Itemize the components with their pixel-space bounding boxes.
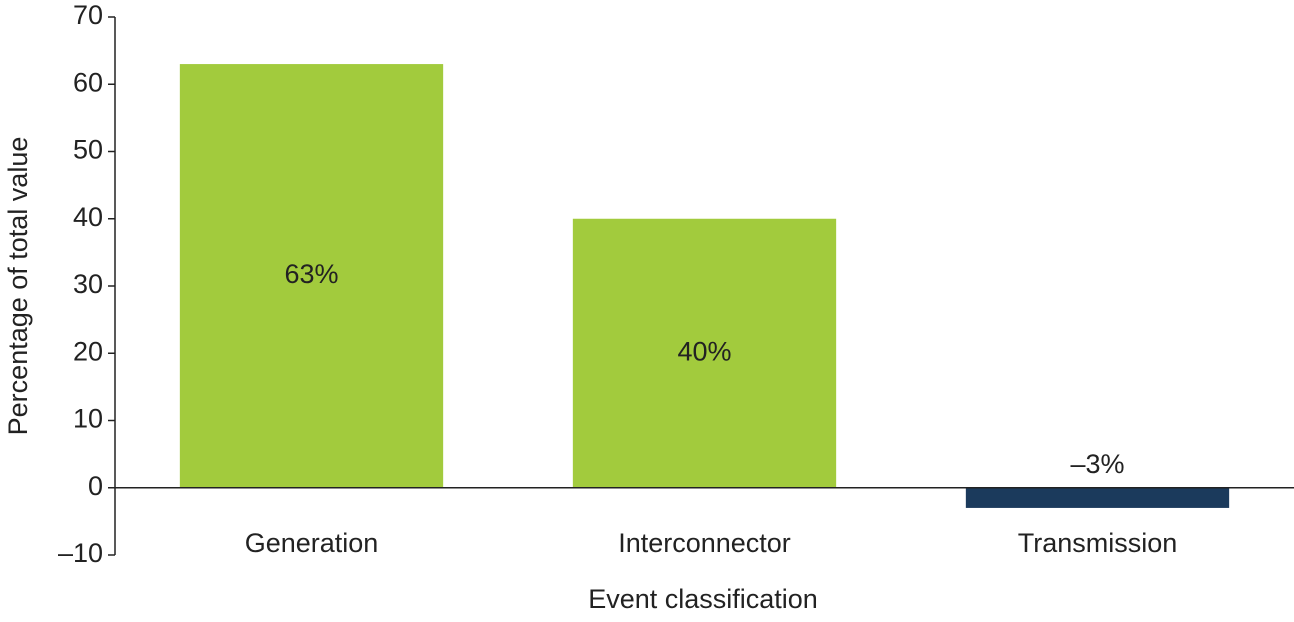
x-axis-title: Event classification xyxy=(588,584,818,614)
y-tick-label: 50 xyxy=(73,135,103,165)
x-tick-label: Generation xyxy=(245,528,379,558)
y-tick-label: 70 xyxy=(73,0,103,30)
x-tick-label: Interconnector xyxy=(618,528,791,558)
bar xyxy=(179,64,444,488)
value-label: –3% xyxy=(1070,449,1124,479)
y-tick-label: 60 xyxy=(73,67,103,97)
value-label: 63% xyxy=(284,259,338,289)
y-tick-label: –10 xyxy=(58,538,103,568)
x-tick-label: Transmission xyxy=(1018,528,1178,558)
y-tick-label: 30 xyxy=(73,269,103,299)
y-tick-label: 10 xyxy=(73,404,103,434)
y-tick-label: 0 xyxy=(88,471,103,501)
y-tick-label: 40 xyxy=(73,202,103,232)
bar xyxy=(572,218,837,488)
y-axis-title: Percentage of total value xyxy=(3,137,33,436)
value-label: 40% xyxy=(677,336,731,366)
y-tick-label: 20 xyxy=(73,336,103,366)
bar xyxy=(965,487,1230,508)
